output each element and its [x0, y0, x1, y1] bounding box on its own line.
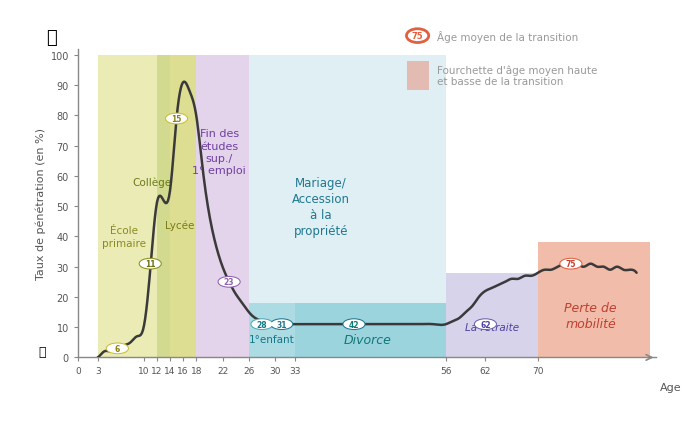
- Text: Fin des
études
sup./
1° emploi: Fin des études sup./ 1° emploi: [192, 129, 246, 176]
- Bar: [157, 56, 170, 358]
- Text: Lycée: Lycée: [165, 220, 194, 230]
- Circle shape: [251, 319, 273, 329]
- Text: 23: 23: [224, 278, 235, 287]
- Bar: [295, 303, 446, 358]
- Circle shape: [343, 319, 365, 329]
- Circle shape: [475, 319, 496, 329]
- Text: Mariage/
Accession
à la
propriété: Mariage/ Accession à la propriété: [292, 176, 350, 237]
- Text: 31: 31: [276, 320, 287, 329]
- Text: 62: 62: [480, 320, 491, 329]
- Bar: [97, 56, 157, 358]
- Text: 75: 75: [566, 260, 576, 269]
- Y-axis label: Taux de pénétration (en %): Taux de pénétration (en %): [36, 128, 47, 280]
- Text: 11: 11: [145, 260, 155, 269]
- Text: 1°enfant: 1°enfant: [249, 335, 294, 344]
- Bar: [249, 303, 295, 358]
- Circle shape: [271, 319, 292, 329]
- Bar: [170, 56, 196, 358]
- Text: 28: 28: [257, 320, 267, 329]
- Bar: [196, 56, 249, 358]
- Circle shape: [107, 344, 128, 353]
- Circle shape: [219, 277, 239, 287]
- Text: Fourchette d'âge moyen haute
et basse de la transition: Fourchette d'âge moyen haute et basse de…: [437, 65, 597, 87]
- Text: 75: 75: [412, 32, 423, 41]
- Text: 🚌: 🚌: [47, 29, 57, 47]
- Bar: [538, 243, 650, 358]
- Bar: [446, 273, 538, 358]
- Bar: [249, 56, 446, 303]
- Circle shape: [166, 114, 187, 124]
- Text: Divorce: Divorce: [343, 333, 391, 346]
- Circle shape: [140, 259, 161, 269]
- Circle shape: [560, 259, 581, 269]
- Text: 42: 42: [349, 320, 359, 329]
- Text: 6: 6: [115, 344, 120, 353]
- Text: 15: 15: [171, 115, 182, 124]
- Text: 🚗: 🚗: [38, 345, 45, 358]
- Text: Âge moyen de la transition: Âge moyen de la transition: [437, 31, 578, 43]
- Text: La retraite: La retraite: [465, 322, 519, 332]
- Text: Perte de
mobilité: Perte de mobilité: [564, 301, 617, 330]
- Text: Collège: Collège: [132, 177, 171, 188]
- Text: École
primaire: École primaire: [102, 226, 146, 248]
- Text: Age: Age: [660, 382, 681, 392]
